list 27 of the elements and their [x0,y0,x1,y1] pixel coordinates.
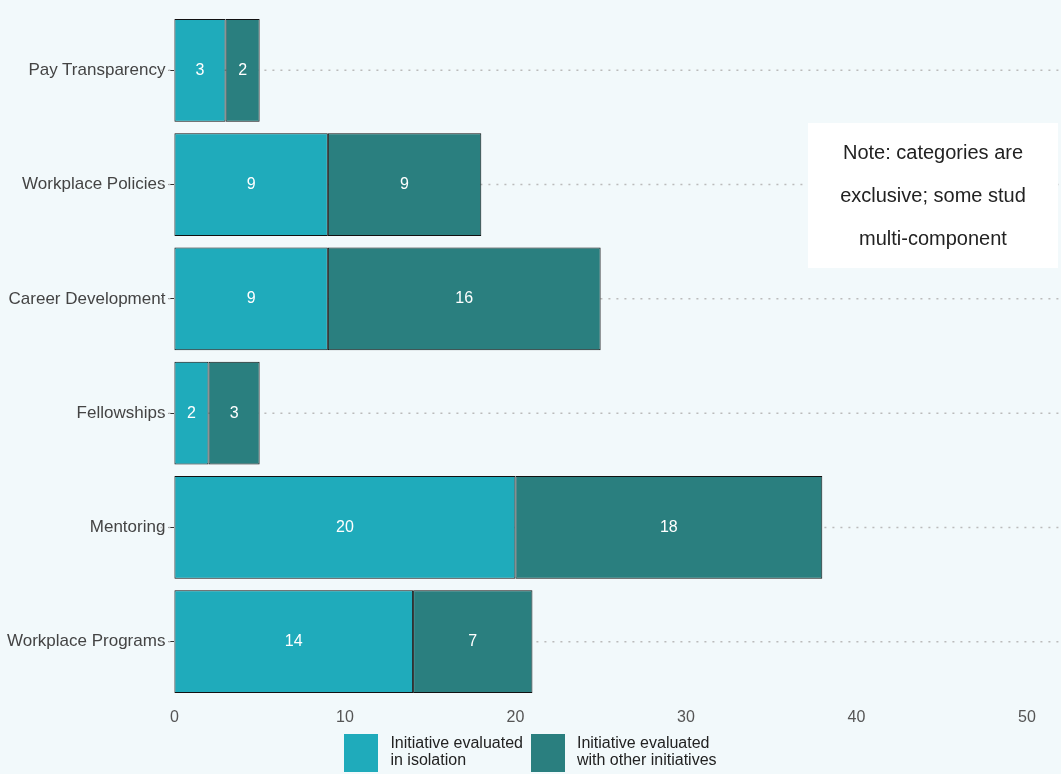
data-label: 9 [246,289,256,307]
note-panel: Note: categories are exclusive; some stud multi-component [808,123,1058,268]
legend-label: Initiative evaluated with other initiatives [576,734,717,768]
data-label: 3 [195,60,205,78]
y-tick-label: Career Development [8,288,166,308]
y-tick-label: Mentoring [89,517,166,537]
data-label: 2 [187,403,196,421]
legend-label: Initiative evaluated in isolation [390,734,523,768]
x-tick-label: 40 [847,707,866,725]
data-label: 2 [238,60,248,78]
y-tick-label: Workplace Programs [7,631,166,651]
data-label: 16 [455,289,474,307]
y-tick-label: Workplace Policies [22,174,166,194]
x-tick-label: 10 [336,707,354,725]
data-label: 9 [400,175,410,193]
x-tick-label: 50 [1018,707,1036,725]
x-tick-label: 30 [677,707,695,725]
y-tick-label: Fellowships [76,402,166,422]
x-tick-label: 20 [506,707,525,725]
data-label: 18 [659,517,678,535]
data-label: 20 [336,517,354,535]
data-label: 9 [246,175,256,193]
data-label: 3 [229,403,239,421]
y-tick-label: Pay Transparency [28,60,166,80]
x-tick-label: 0 [169,707,179,725]
data-label: 14 [284,632,303,650]
data-label: 7 [468,632,478,650]
